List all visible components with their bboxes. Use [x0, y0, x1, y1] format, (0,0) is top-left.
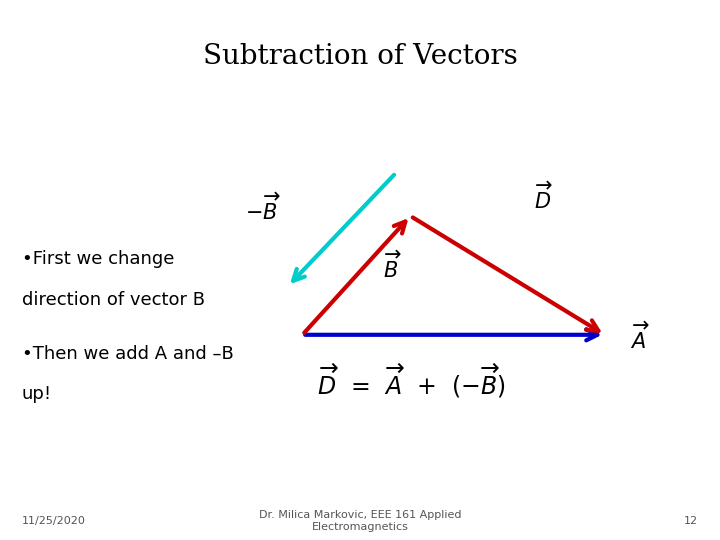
- Text: Dr. Milica Markovic, EEE 161 Applied
Electromagnetics: Dr. Milica Markovic, EEE 161 Applied Ele…: [258, 510, 462, 532]
- Text: up!: up!: [22, 385, 52, 403]
- Text: Subtraction of Vectors: Subtraction of Vectors: [202, 43, 518, 70]
- Text: $\overrightarrow{B}$: $\overrightarrow{B}$: [383, 250, 402, 281]
- Text: $\overrightarrow{D}$  =  $\overrightarrow{A}$  +  $(-\overrightarrow{B})$: $\overrightarrow{D}$ = $\overrightarrow{…: [317, 362, 505, 400]
- Text: •First we change: •First we change: [22, 250, 174, 268]
- Text: 12: 12: [684, 516, 698, 526]
- Text: $-\overrightarrow{B}$: $-\overrightarrow{B}$: [245, 192, 281, 224]
- Text: direction of vector B: direction of vector B: [22, 291, 204, 309]
- Text: $\overrightarrow{D}$: $\overrightarrow{D}$: [534, 181, 553, 213]
- Text: •Then we add A and –B: •Then we add A and –B: [22, 345, 233, 363]
- Text: $\overrightarrow{A}$: $\overrightarrow{A}$: [630, 322, 650, 353]
- Text: 11/25/2020: 11/25/2020: [22, 516, 86, 526]
